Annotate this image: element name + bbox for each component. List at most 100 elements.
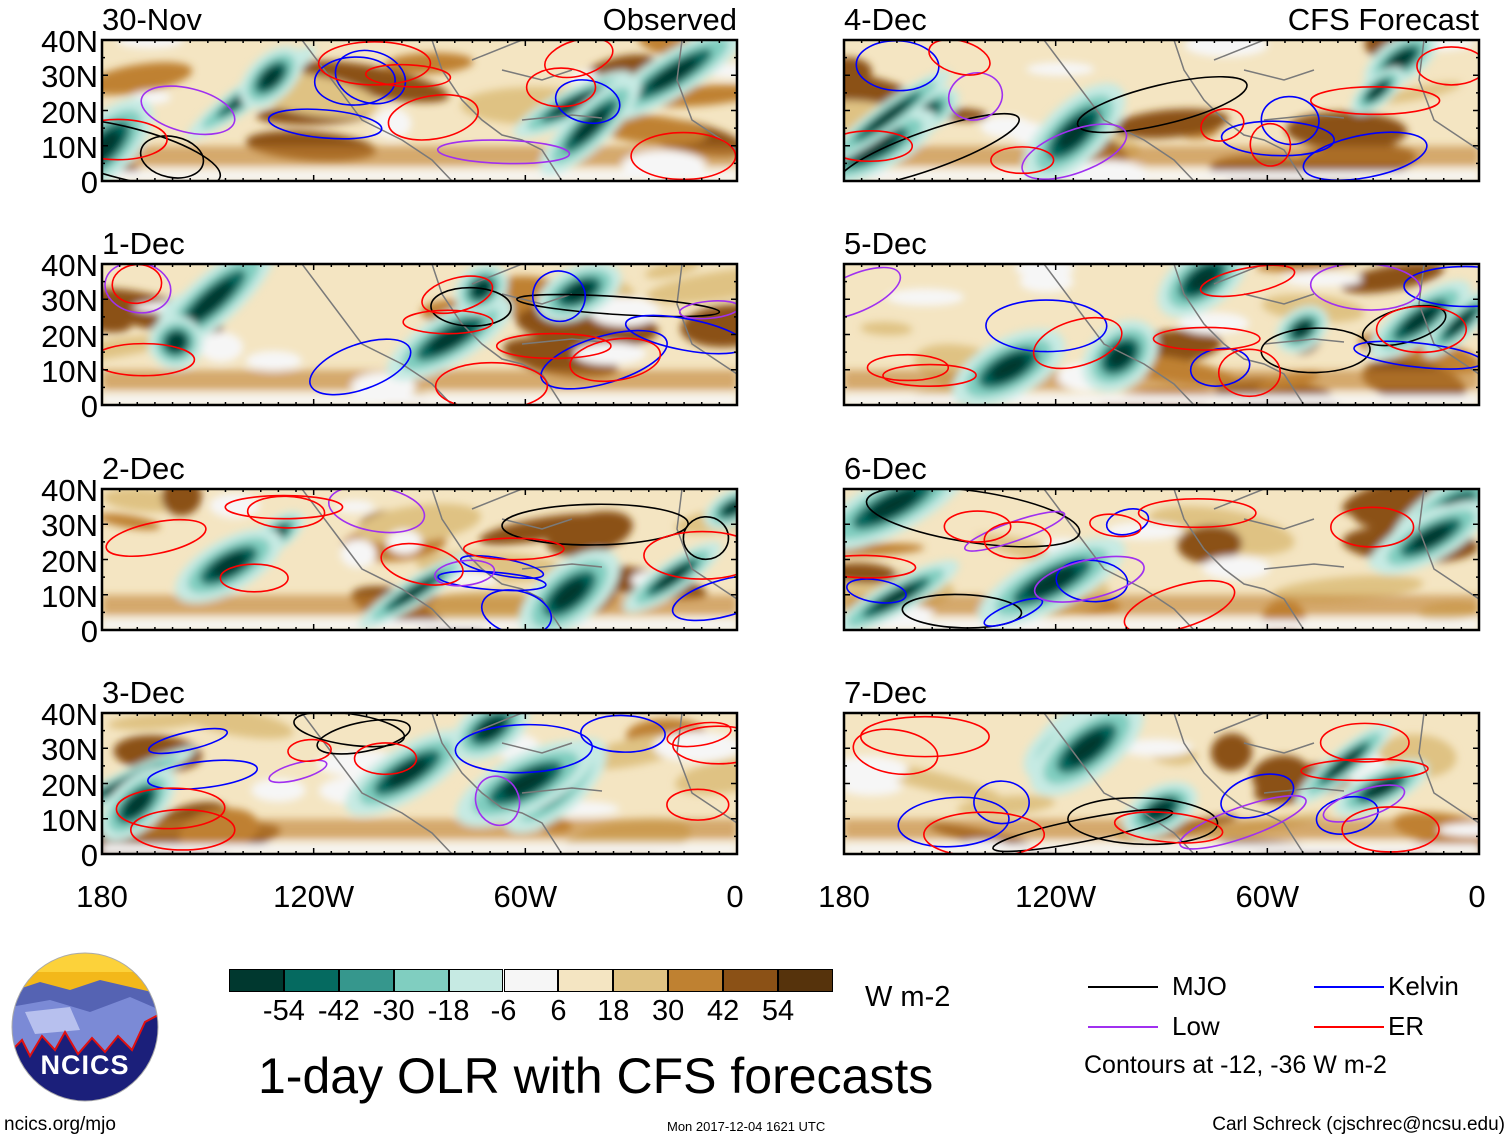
er-contour — [1330, 506, 1415, 548]
dry-band — [844, 370, 1479, 390]
dry-anomaly — [1112, 108, 1229, 139]
coastline — [1043, 489, 1479, 630]
figure-title: 1-day OLR with CFS forecasts — [258, 1048, 934, 1104]
wet-anomaly — [190, 280, 234, 321]
er-contour — [852, 728, 939, 776]
colorbar-tick-label: -6 — [490, 995, 517, 1027]
footer-timestamp: Mon 2017-12-04 1621 UTC — [667, 1119, 826, 1134]
dry-band — [102, 370, 737, 390]
wet-anomaly — [564, 281, 594, 302]
dry-anomaly — [956, 795, 1056, 816]
latitude-tick-label: 30N — [41, 283, 98, 319]
contour-legend: MJO Kelvin Low ER Contours at -12, -36 W… — [1084, 970, 1508, 1090]
mjo-contour — [501, 503, 689, 546]
wet-anomaly — [1107, 343, 1134, 369]
olr-map-panel — [100, 38, 739, 183]
dry-anomaly — [1342, 489, 1468, 517]
dry-anomaly — [1210, 733, 1253, 772]
neutral-anomaly — [1069, 160, 1149, 181]
equator-band — [844, 395, 1479, 405]
latitude-tick-label: 30N — [41, 732, 98, 768]
kelvin-contour — [1403, 265, 1479, 308]
low-contour — [947, 72, 1004, 121]
kelvin-contour — [671, 574, 737, 622]
olr-map-panel — [100, 711, 739, 856]
kelvin-contour — [1302, 131, 1428, 181]
olr-map-panel — [842, 38, 1481, 183]
wet-anomaly — [552, 578, 587, 610]
latitude-tick-label: 10N — [41, 578, 98, 614]
er-contour — [882, 363, 977, 388]
er-contour — [859, 715, 990, 758]
er-contour — [287, 738, 332, 763]
dry-anomaly — [384, 52, 474, 75]
neutral-anomaly — [116, 40, 184, 49]
dry-anomaly — [1378, 81, 1462, 104]
colorbar-swatch — [338, 969, 394, 992]
wet-anomaly — [385, 758, 429, 788]
neutral-anomaly — [335, 500, 375, 514]
coastline — [1043, 264, 1479, 405]
equator-band — [844, 844, 1479, 854]
er-contour — [1375, 305, 1468, 354]
wet-anomaly — [655, 564, 690, 590]
wet-anomaly — [210, 552, 248, 578]
er-contour — [353, 742, 418, 776]
er-contour — [1319, 722, 1410, 763]
coastline — [301, 713, 737, 854]
mjo-contour — [1067, 797, 1219, 846]
low-contour — [140, 85, 236, 136]
er-contour — [462, 537, 565, 561]
equator-band — [102, 620, 737, 630]
kelvin-contour — [846, 578, 907, 604]
panel-date: 30-Nov — [102, 2, 202, 37]
colorbar-swatch — [229, 969, 284, 992]
latitude-tick-label: 40N — [41, 697, 98, 732]
footer-url[interactable]: ncics.org/mjo — [4, 1114, 116, 1135]
equator-band — [102, 171, 737, 181]
colorbar-tick-label: 30 — [652, 995, 685, 1027]
er-contour — [1200, 108, 1245, 142]
panel-date: 7-Dec — [844, 675, 927, 710]
kelvin-contour — [1260, 95, 1320, 146]
er-contour — [990, 146, 1055, 175]
kelvin-contour — [454, 723, 594, 774]
low-contour — [1033, 555, 1145, 603]
legend-label-er: ER — [1388, 1011, 1425, 1041]
er-contour — [844, 554, 917, 579]
equator-band — [844, 620, 1479, 630]
olr-map-panel — [100, 262, 739, 407]
panel-date: 1-Dec — [102, 226, 185, 261]
panel-date: 6-Dec — [844, 451, 927, 486]
kelvin-contour — [267, 108, 383, 140]
neutral-anomaly — [1026, 62, 1095, 77]
dry-anomaly — [860, 321, 913, 336]
er-contour — [1123, 579, 1236, 630]
latitude-tick-label: 0 — [80, 838, 98, 873]
er-contour — [643, 530, 737, 580]
latitude-tick-label: 40N — [41, 248, 98, 283]
neutral-anomaly — [386, 529, 423, 555]
olr-map-panel — [842, 262, 1481, 407]
dry-band — [844, 146, 1479, 166]
dry-anomaly — [1177, 525, 1243, 564]
low-contour — [1322, 784, 1406, 823]
wet-anomaly — [102, 130, 121, 164]
dry-anomaly — [1285, 111, 1408, 150]
wet-anomaly — [723, 500, 737, 515]
wet-anomaly — [1026, 566, 1078, 597]
neutral-anomaly — [844, 755, 909, 785]
er-contour — [1416, 46, 1479, 86]
mjo-contour — [139, 135, 205, 179]
er-contour — [365, 63, 452, 88]
er-contour — [1217, 348, 1282, 398]
wet-anomaly — [1187, 266, 1218, 293]
wet-anomaly — [395, 578, 435, 605]
wet-anomaly — [648, 57, 699, 91]
panel-source-label: Observed — [602, 2, 737, 37]
kelvin-contour — [983, 597, 1044, 627]
kelvin-contour — [1220, 120, 1335, 157]
kelvin-contour — [147, 759, 259, 790]
colorbar-swatch — [393, 969, 449, 992]
colorbar-swatch — [448, 969, 504, 992]
